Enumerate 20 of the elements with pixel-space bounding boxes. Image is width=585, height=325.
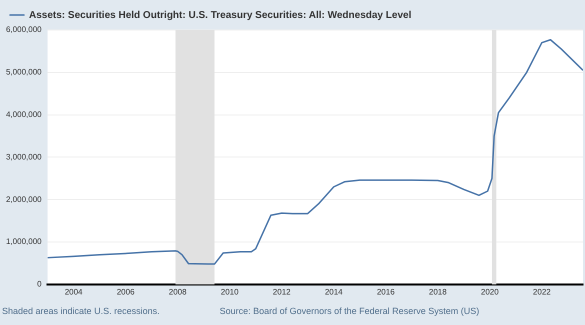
text: Shaded areas indicate U.S. recessions.: [2, 306, 160, 316]
source-note: Source: Board of Governors of the Federal Reserve System (US): [220, 306, 480, 316]
x-tick-label: 2012: [272, 287, 292, 296]
y-tick-label: 3,000,000: [6, 152, 42, 162]
x-tick-label: 2014: [324, 287, 344, 296]
y-tick-label: 6,000,000: [6, 25, 42, 34]
y-tick-label: 4,000,000: [6, 110, 42, 120]
x-tick-label: 2006: [116, 287, 136, 296]
x-tick-label: 2008: [168, 287, 188, 296]
x-tick-label: 2020: [480, 287, 500, 296]
x-tick-label: 2016: [376, 287, 396, 296]
x-tick-label: 2018: [428, 287, 448, 296]
x-tick-label: 2010: [220, 287, 240, 296]
x-tick-label: 2004: [64, 287, 84, 296]
y-tick-label: 0: [37, 280, 42, 289]
y-tick-label: 5,000,000: [6, 68, 42, 77]
y-tick-label: 2,000,000: [6, 194, 42, 204]
x-tick-label: 2022: [532, 287, 552, 296]
y-tick-label: 1,000,000: [6, 237, 42, 246]
legend-label: Assets: Securities Held Outright: U.S. Treasury Securities: All: Wednesday Level: [29, 10, 412, 21]
